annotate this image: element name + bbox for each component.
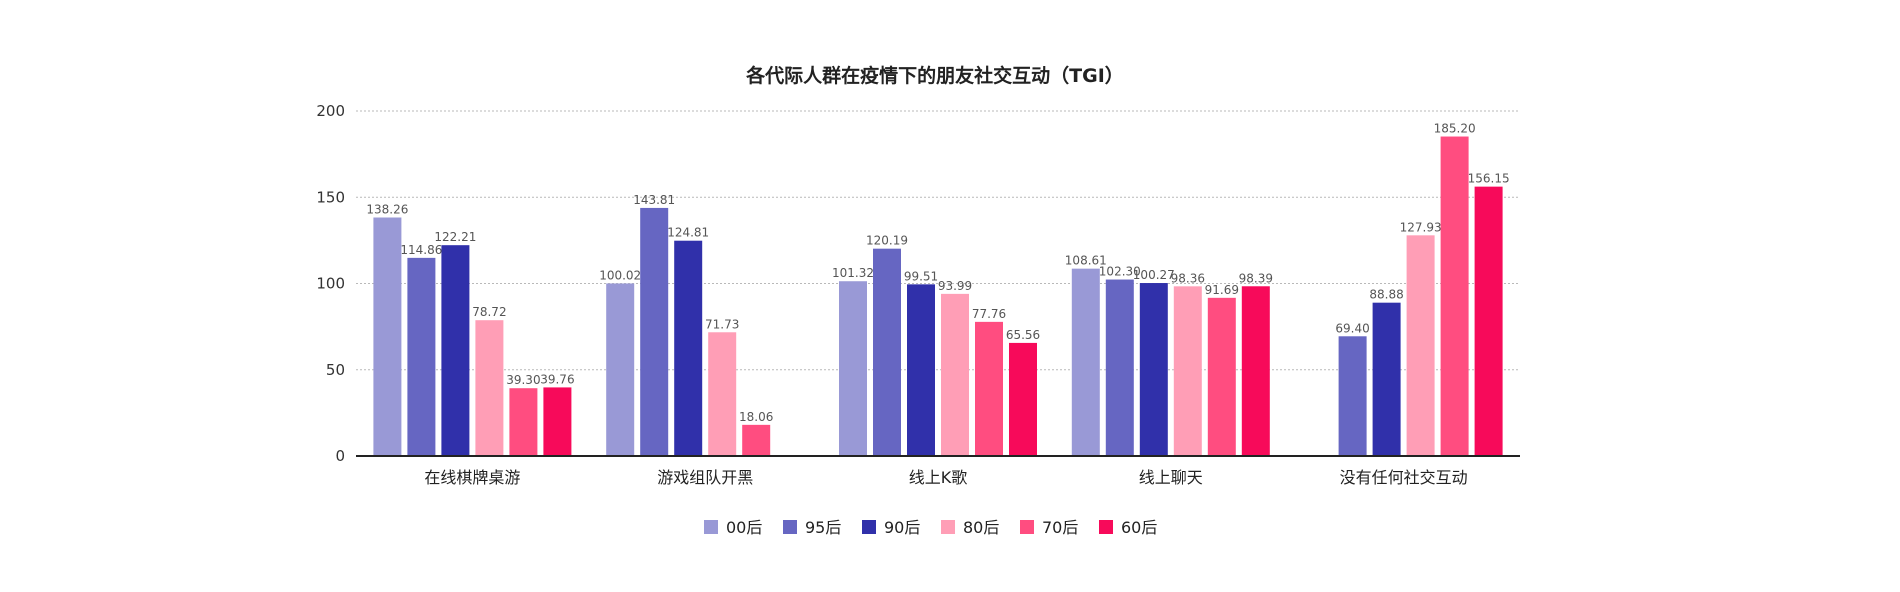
- legend-item: 95后: [783, 518, 841, 537]
- bar: [1406, 235, 1435, 456]
- bar: [373, 217, 402, 456]
- x-axis-ticks: 在线棋牌桌游 游戏组队开黑 线上K歌 线上聊天 没有任何社交互动: [424, 468, 1467, 487]
- data-label: 69.40: [1335, 321, 1369, 335]
- legend-swatch: [1020, 520, 1034, 534]
- legend-swatch: [862, 520, 876, 534]
- data-label: 71.73: [705, 317, 739, 331]
- legend-swatch: [1099, 520, 1113, 534]
- bar: [441, 245, 470, 456]
- data-label: 185.20: [1434, 122, 1476, 136]
- data-label: 124.81: [667, 226, 709, 240]
- y-tick-label: 0: [335, 447, 345, 465]
- legend-item: 90后: [862, 518, 920, 537]
- data-label: 101.32: [832, 266, 874, 280]
- data-label: 100.02: [599, 268, 641, 282]
- data-label: 39.76: [540, 372, 574, 386]
- x-tick-label: 线上聊天: [1139, 468, 1203, 487]
- data-label: 100.27: [1133, 268, 1175, 282]
- legend-item: 60后: [1099, 518, 1157, 537]
- data-label: 65.56: [1006, 328, 1040, 342]
- bar: [1338, 336, 1367, 456]
- y-tick-label: 100: [316, 275, 345, 293]
- bar: [1474, 186, 1503, 457]
- bar: [1139, 283, 1168, 456]
- bar: [1105, 279, 1134, 456]
- bar: [839, 281, 867, 456]
- data-label: 114.86: [400, 243, 442, 257]
- bar: [674, 240, 703, 456]
- bar: [640, 207, 669, 456]
- bar: [1241, 286, 1270, 456]
- bar: [1173, 286, 1202, 456]
- x-tick-label: 在线棋牌桌游: [424, 468, 520, 487]
- data-label: 77.76: [972, 307, 1006, 321]
- bar: [475, 320, 504, 456]
- chart-title: 各代际人群在疫情下的朋友社交互动（TGI）: [745, 64, 1124, 87]
- legend-label: 95后: [805, 518, 841, 537]
- legend-label: 60后: [1121, 518, 1157, 537]
- bar: [1440, 136, 1469, 456]
- bar: [742, 424, 771, 456]
- data-label: 120.19: [866, 234, 908, 248]
- y-axis-ticks: 0 50 100 150 200: [316, 102, 345, 465]
- legend-swatch: [704, 520, 718, 534]
- data-label: 99.51: [904, 269, 938, 283]
- bar: [509, 388, 538, 456]
- bar: [708, 332, 737, 456]
- data-label: 88.88: [1369, 288, 1403, 302]
- data-label: 122.21: [434, 230, 476, 244]
- bar: [975, 321, 1003, 456]
- bar: [1009, 342, 1037, 456]
- legend: 00后 95后 90后 80后 70后 60后: [704, 518, 1157, 537]
- bar: [1207, 297, 1236, 456]
- data-label: 39.30: [506, 373, 540, 387]
- legend-swatch: [941, 520, 955, 534]
- bar: [907, 284, 935, 456]
- bar: [606, 283, 635, 456]
- legend-label: 70后: [1042, 518, 1078, 537]
- legend-label: 00后: [726, 518, 762, 537]
- data-label: 93.99: [938, 279, 972, 293]
- bar: [1071, 268, 1100, 456]
- data-label: 156.15: [1468, 172, 1510, 186]
- data-label: 138.26: [366, 203, 408, 217]
- data-label: 98.36: [1171, 271, 1205, 285]
- x-tick-label: 线上K歌: [909, 468, 968, 487]
- legend-label: 80后: [963, 518, 999, 537]
- y-tick-label: 150: [316, 188, 345, 206]
- bar: [941, 293, 969, 456]
- bar: [407, 257, 436, 456]
- bars: [373, 136, 1503, 457]
- data-label: 18.06: [739, 410, 773, 424]
- data-label: 91.69: [1205, 283, 1239, 297]
- gridlines: [356, 110, 1520, 371]
- x-tick-label: 没有任何社交互动: [1340, 468, 1468, 487]
- bar: [543, 387, 572, 456]
- data-label: 78.72: [472, 305, 506, 319]
- y-tick-label: 50: [326, 361, 345, 379]
- legend-item: 80后: [941, 518, 999, 537]
- data-label: 102.30: [1099, 265, 1141, 279]
- data-label: 108.61: [1065, 254, 1107, 268]
- legend-label: 90后: [884, 518, 920, 537]
- bar: [1372, 302, 1401, 456]
- data-label: 98.39: [1239, 271, 1273, 285]
- x-tick-label: 游戏组队开黑: [657, 468, 753, 487]
- y-tick-label: 200: [316, 102, 345, 120]
- data-label: 143.81: [633, 193, 675, 207]
- legend-item: 00后: [704, 518, 762, 537]
- bar: [873, 248, 901, 456]
- legend-item: 70后: [1020, 518, 1078, 537]
- legend-swatch: [783, 520, 797, 534]
- data-label: 127.93: [1400, 220, 1442, 234]
